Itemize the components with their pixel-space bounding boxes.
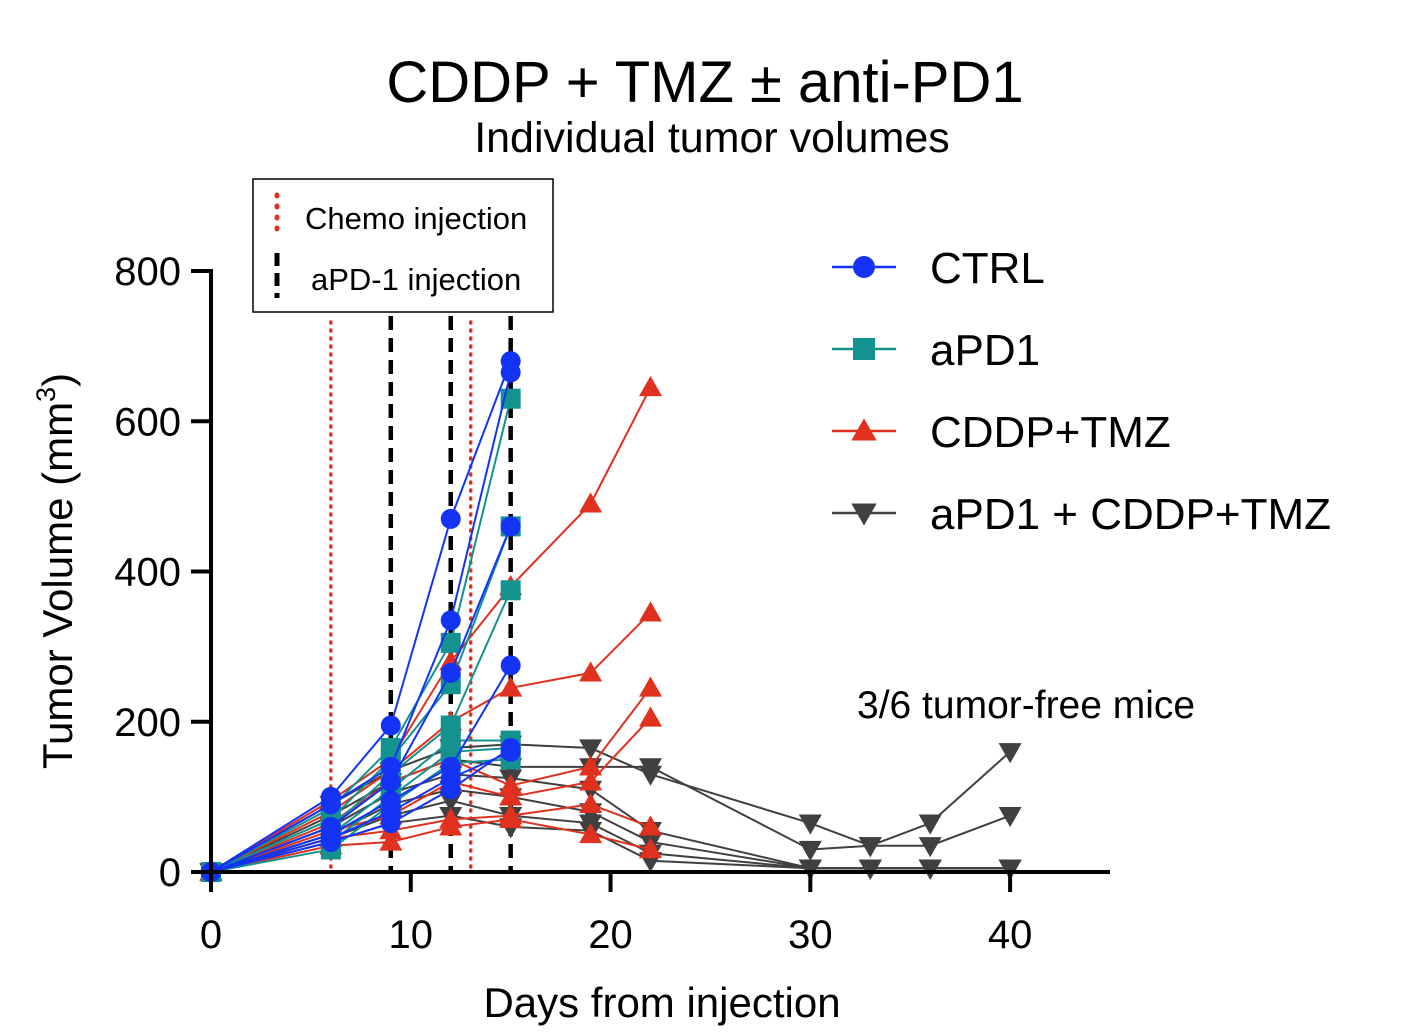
data-point — [500, 362, 521, 383]
chart-title: CDDP + TMZ ± anti-PD1 — [386, 50, 1023, 115]
legend-label: aPD1 + CDDP+TMZ — [930, 490, 1331, 539]
series-line — [210, 372, 512, 873]
y-tick-label: 200 — [114, 701, 181, 745]
series-layer — [199, 351, 1022, 884]
data-point — [499, 676, 523, 697]
data-point — [639, 676, 663, 697]
legend-marker — [853, 256, 875, 278]
data-point — [579, 792, 603, 814]
data-point — [639, 706, 663, 727]
series-line — [210, 386, 652, 873]
x-tick-label: 0 — [200, 913, 222, 957]
data-point — [798, 814, 822, 835]
legend-entry: CTRL — [832, 244, 1045, 293]
data-point — [499, 774, 523, 795]
data-point — [320, 794, 341, 815]
data-point — [918, 814, 942, 835]
data-point — [320, 831, 341, 852]
series-group — [201, 351, 521, 882]
data-point — [440, 779, 461, 800]
data-point — [798, 840, 822, 861]
data-point — [440, 632, 461, 653]
data-point — [439, 815, 463, 836]
legend-entry: CDDP+TMZ — [832, 408, 1171, 457]
data-point — [440, 610, 461, 631]
data-point — [500, 516, 521, 537]
data-point — [579, 822, 603, 844]
y-tick-label: 0 — [159, 851, 181, 895]
series-legend: CTRL aPD1 CDDP+TMZ aPD1 + CDDP+TMZ — [832, 244, 1331, 539]
data-point — [440, 715, 461, 736]
series-line — [210, 664, 512, 873]
data-point — [499, 785, 523, 806]
data-point — [858, 859, 882, 880]
data-point — [499, 807, 523, 829]
injection-legend: Chemo injection aPD-1 injection — [252, 178, 554, 313]
series-line — [210, 360, 512, 873]
y-tick-label: 600 — [114, 400, 181, 444]
legend-label: CDDP+TMZ — [930, 408, 1171, 457]
data-point — [380, 756, 401, 777]
legend-label: CTRL — [930, 244, 1045, 293]
data-point — [380, 813, 401, 834]
y-tick-label: 400 — [114, 551, 181, 595]
data-point — [579, 739, 603, 760]
data-point — [639, 758, 663, 779]
data-point — [639, 375, 663, 397]
data-point — [918, 837, 942, 858]
tumor-free-annotation: 3/6 tumor-free mice — [857, 684, 1195, 727]
data-point — [380, 715, 401, 736]
data-point — [500, 580, 521, 601]
y-tick-label: 800 — [114, 250, 181, 294]
data-point — [440, 508, 461, 529]
injection-legend-box — [252, 178, 554, 313]
chart-subtitle: Individual tumor volumes — [474, 114, 950, 162]
chemo-legend-label: Chemo injection — [305, 201, 527, 236]
x-tick-label: 10 — [389, 913, 434, 957]
y-axis-label: Tumor Volume (mm3) — [31, 373, 81, 769]
legend-entry: aPD1 + CDDP+TMZ — [832, 490, 1331, 539]
legend-marker — [851, 503, 877, 526]
data-point — [500, 738, 521, 759]
x-tick-label: 30 — [788, 913, 833, 957]
data-point — [379, 830, 403, 851]
data-point — [380, 771, 401, 792]
legend-marker — [853, 338, 875, 360]
data-point — [579, 661, 603, 682]
data-point — [500, 655, 521, 676]
data-point — [998, 807, 1022, 828]
data-point — [639, 837, 663, 859]
data-point — [918, 859, 942, 880]
legend-label: aPD1 — [930, 326, 1040, 375]
legend-entry: aPD1 — [832, 326, 1040, 375]
axes: 0 200 400 600 800 0 10 20 30 40 — [114, 250, 1110, 957]
apd1-legend-label: aPD-1 injection — [311, 262, 521, 297]
legend-marker — [851, 418, 877, 441]
data-point — [639, 815, 663, 836]
data-point — [998, 743, 1022, 764]
data-point — [998, 859, 1022, 880]
data-point — [579, 755, 603, 776]
data-point — [579, 770, 603, 791]
x-axis-label: Days from injection — [483, 979, 840, 1026]
data-point — [798, 859, 822, 880]
x-tick-label: 20 — [588, 913, 633, 957]
data-point — [579, 492, 603, 513]
data-point — [639, 601, 663, 622]
data-point — [440, 662, 461, 683]
series-line — [210, 589, 512, 873]
data-point — [858, 837, 882, 858]
x-tick-label: 40 — [988, 913, 1033, 957]
